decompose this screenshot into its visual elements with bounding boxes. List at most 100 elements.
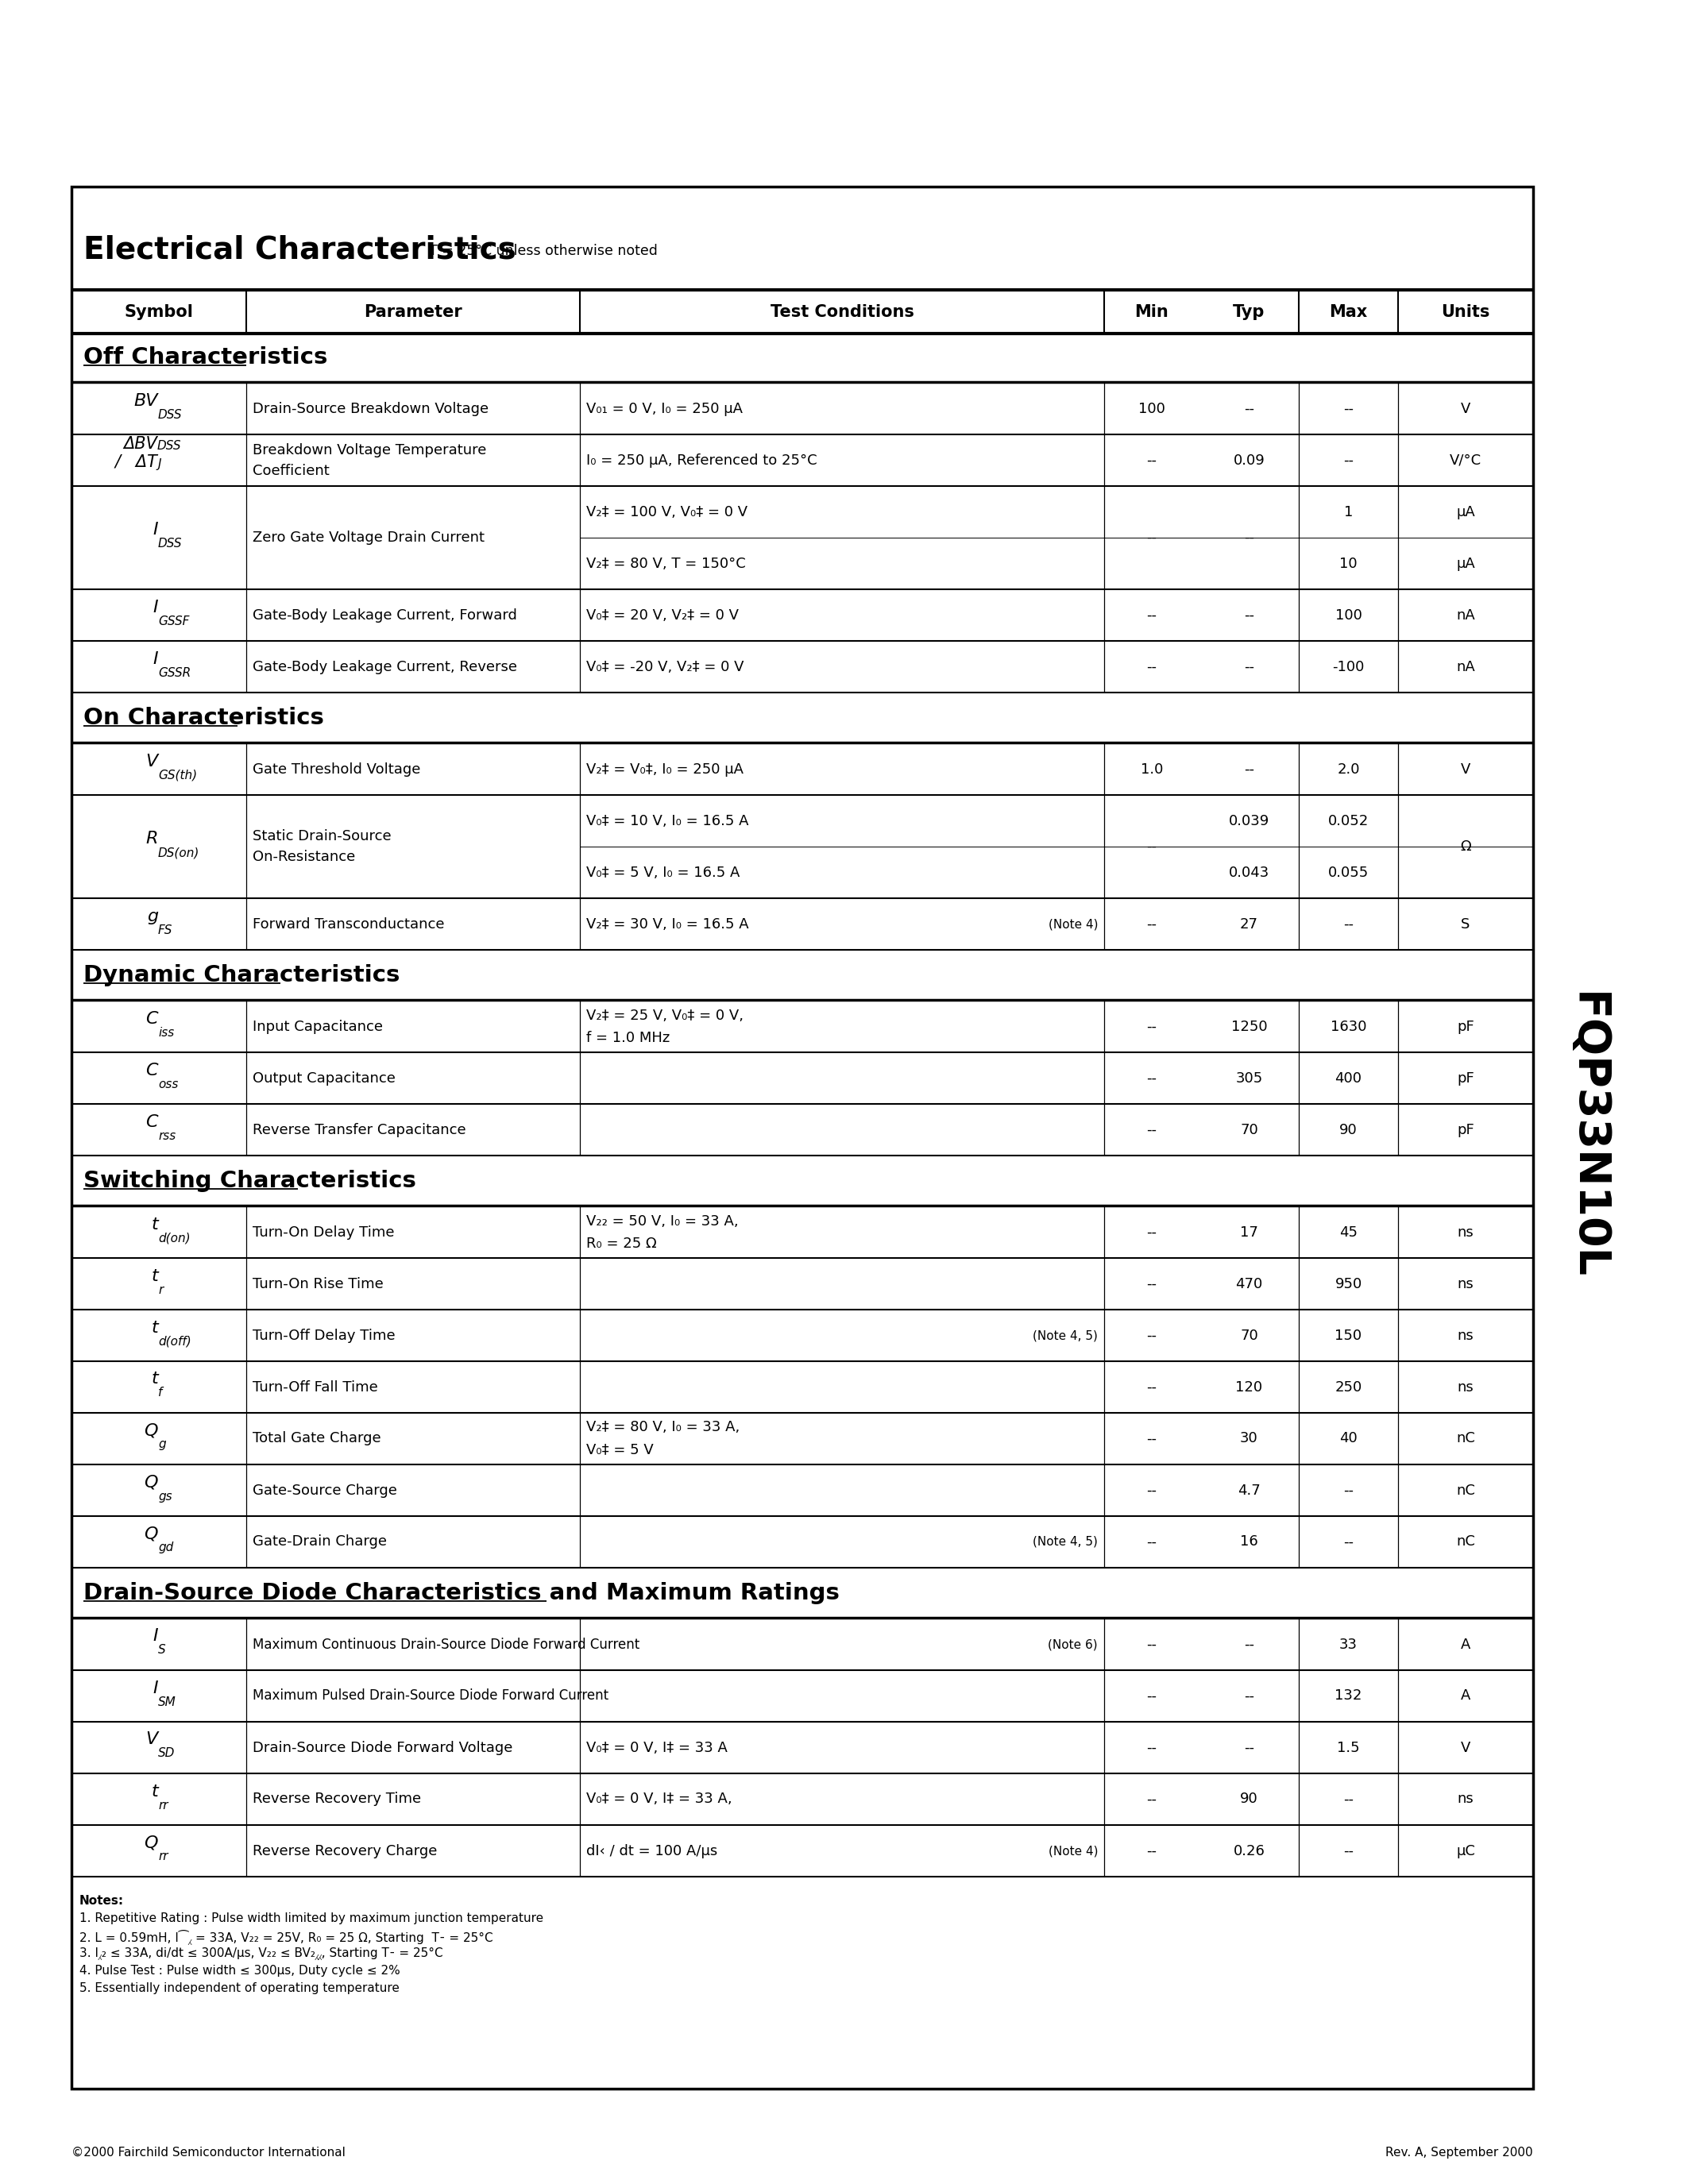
Text: Q: Q xyxy=(143,1474,159,1489)
Text: 470: 470 xyxy=(1236,1278,1263,1291)
Text: Gate-Body Leakage Current, Reverse: Gate-Body Leakage Current, Reverse xyxy=(253,660,517,675)
Text: Gate-Source Charge: Gate-Source Charge xyxy=(253,1483,397,1498)
Text: --: -- xyxy=(1344,1793,1354,1806)
Text: SM: SM xyxy=(159,1697,176,1708)
Text: t: t xyxy=(152,1269,159,1284)
Text: Test Conditions: Test Conditions xyxy=(770,304,913,319)
Text: 90: 90 xyxy=(1241,1793,1258,1806)
Text: 70: 70 xyxy=(1241,1123,1258,1138)
Text: 1. Repetitive Rating : Pulse width limited by maximum junction temperature: 1. Repetitive Rating : Pulse width limit… xyxy=(79,1913,544,1924)
Text: V₀‡ = 5 V, I₀ = 16.5 A: V₀‡ = 5 V, I₀ = 16.5 A xyxy=(586,865,739,880)
Text: On Characteristics: On Characteristics xyxy=(83,708,324,729)
Text: Off Characteristics: Off Characteristics xyxy=(83,347,327,369)
Text: V: V xyxy=(145,1732,159,1747)
Text: Maximum Pulsed Drain-Source Diode Forward Current: Maximum Pulsed Drain-Source Diode Forwar… xyxy=(253,1688,609,1704)
Text: g: g xyxy=(147,909,159,924)
Text: /   ΔT: / ΔT xyxy=(115,454,157,470)
Text: Gate-Drain Charge: Gate-Drain Charge xyxy=(253,1535,387,1548)
Text: Rev. A, September 2000: Rev. A, September 2000 xyxy=(1386,2147,1533,2158)
Text: 950: 950 xyxy=(1335,1278,1362,1291)
Text: (Note 4): (Note 4) xyxy=(1048,1845,1097,1856)
Text: SD: SD xyxy=(159,1747,176,1760)
Text: rr: rr xyxy=(159,1850,169,1863)
Text: FS: FS xyxy=(159,924,172,937)
Text: V₂‡ = 100 V, V₀‡ = 0 V: V₂‡ = 100 V, V₀‡ = 0 V xyxy=(586,505,748,520)
Text: ns: ns xyxy=(1457,1793,1474,1806)
Text: pF: pF xyxy=(1457,1070,1474,1085)
Text: -100: -100 xyxy=(1332,660,1364,675)
Text: 1: 1 xyxy=(1344,505,1354,520)
Text: GSSR: GSSR xyxy=(159,666,191,679)
Text: (Note 6): (Note 6) xyxy=(1048,1638,1097,1651)
Text: --: -- xyxy=(1344,917,1354,930)
Text: nC: nC xyxy=(1457,1535,1475,1548)
Text: --: -- xyxy=(1244,1688,1254,1704)
Text: --: -- xyxy=(1344,1535,1354,1548)
Text: nC: nC xyxy=(1457,1483,1475,1498)
Text: gd: gd xyxy=(159,1542,174,1553)
Text: (Note 4, 5): (Note 4, 5) xyxy=(1033,1330,1097,1341)
Text: Maximum Continuous Drain-Source Diode Forward Current: Maximum Continuous Drain-Source Diode Fo… xyxy=(253,1638,640,1651)
Text: V₀‡ = 10 V, I₀ = 16.5 A: V₀‡ = 10 V, I₀ = 16.5 A xyxy=(586,815,749,828)
Text: V₂₂ = 50 V, I₀ = 33 A,: V₂₂ = 50 V, I₀ = 33 A, xyxy=(586,1214,738,1227)
Text: --: -- xyxy=(1244,1638,1254,1651)
Text: 16: 16 xyxy=(1241,1535,1258,1548)
Text: nA: nA xyxy=(1457,607,1475,622)
Text: Zero Gate Voltage Drain Current: Zero Gate Voltage Drain Current xyxy=(253,531,484,544)
Text: Drain-Source Diode Forward Voltage: Drain-Source Diode Forward Voltage xyxy=(253,1741,513,1754)
Text: I₀ = 250 μA, Referenced to 25°C: I₀ = 250 μA, Referenced to 25°C xyxy=(586,452,817,467)
Text: Static Drain-Source: Static Drain-Source xyxy=(253,830,392,843)
Text: GS(th): GS(th) xyxy=(159,769,197,782)
Text: I: I xyxy=(154,1679,159,1697)
Text: 120: 120 xyxy=(1236,1380,1263,1393)
Text: --: -- xyxy=(1244,660,1254,675)
Text: --: -- xyxy=(1146,1483,1156,1498)
Text: --: -- xyxy=(1146,839,1156,854)
Text: g: g xyxy=(159,1439,165,1450)
Text: I: I xyxy=(154,651,159,666)
Text: Q: Q xyxy=(143,1422,159,1439)
Text: --: -- xyxy=(1146,1741,1156,1754)
Text: 0.052: 0.052 xyxy=(1328,815,1369,828)
Text: V₀₁ = 0 V, I₀ = 250 μA: V₀₁ = 0 V, I₀ = 250 μA xyxy=(586,402,743,415)
Text: 10: 10 xyxy=(1340,557,1357,570)
Text: V₀‡ = -20 V, V₂‡ = 0 V: V₀‡ = -20 V, V₂‡ = 0 V xyxy=(586,660,744,675)
Text: A: A xyxy=(1460,1688,1470,1704)
Text: V₀‡ = 0 V, I‡ = 33 A: V₀‡ = 0 V, I‡ = 33 A xyxy=(586,1741,728,1754)
Text: Gate Threshold Voltage: Gate Threshold Voltage xyxy=(253,762,420,775)
Text: Electrical Characteristics: Electrical Characteristics xyxy=(83,234,517,264)
Text: --: -- xyxy=(1146,1123,1156,1138)
Text: Symbol: Symbol xyxy=(125,304,194,319)
Text: 40: 40 xyxy=(1339,1431,1357,1446)
Text: 305: 305 xyxy=(1236,1070,1263,1085)
Text: Dynamic Characteristics: Dynamic Characteristics xyxy=(83,963,400,987)
Text: Turn-Off Delay Time: Turn-Off Delay Time xyxy=(253,1328,395,1343)
Text: --: -- xyxy=(1146,1070,1156,1085)
Text: DSS: DSS xyxy=(157,439,182,452)
Text: μA: μA xyxy=(1457,557,1475,570)
Text: On-Resistance: On-Resistance xyxy=(253,850,354,865)
Text: (Note 4): (Note 4) xyxy=(1048,917,1097,930)
Text: Notes:: Notes: xyxy=(79,1896,123,1907)
Text: nC: nC xyxy=(1457,1431,1475,1446)
Text: Breakdown Voltage Temperature: Breakdown Voltage Temperature xyxy=(253,443,486,456)
Text: rss: rss xyxy=(159,1129,176,1142)
Text: --: -- xyxy=(1244,1741,1254,1754)
Text: V₂‡ = 80 V, I₀ = 33 A,: V₂‡ = 80 V, I₀ = 33 A, xyxy=(586,1420,739,1435)
Text: Forward Transconductance: Forward Transconductance xyxy=(253,917,444,930)
Text: 1.0: 1.0 xyxy=(1141,762,1163,775)
Text: V/°C: V/°C xyxy=(1450,452,1482,467)
Text: J: J xyxy=(157,459,160,470)
Text: T⁣ = 25°C unless otherwise noted: T⁣ = 25°C unless otherwise noted xyxy=(429,245,658,258)
Text: 5. Essentially independent of operating temperature: 5. Essentially independent of operating … xyxy=(79,1983,400,1994)
Text: ns: ns xyxy=(1457,1328,1474,1343)
Text: μA: μA xyxy=(1457,505,1475,520)
Text: V₀‡ = 20 V, V₂‡ = 0 V: V₀‡ = 20 V, V₂‡ = 0 V xyxy=(586,607,739,622)
Text: C: C xyxy=(145,1061,159,1079)
Text: V₂‡ = 25 V, V₀‡ = 0 V,: V₂‡ = 25 V, V₀‡ = 0 V, xyxy=(586,1009,743,1022)
Text: 2.0: 2.0 xyxy=(1337,762,1361,775)
Text: μC: μC xyxy=(1457,1843,1475,1859)
Text: --: -- xyxy=(1146,1535,1156,1548)
Text: 0.043: 0.043 xyxy=(1229,865,1269,880)
Text: Output Capacitance: Output Capacitance xyxy=(253,1070,395,1085)
